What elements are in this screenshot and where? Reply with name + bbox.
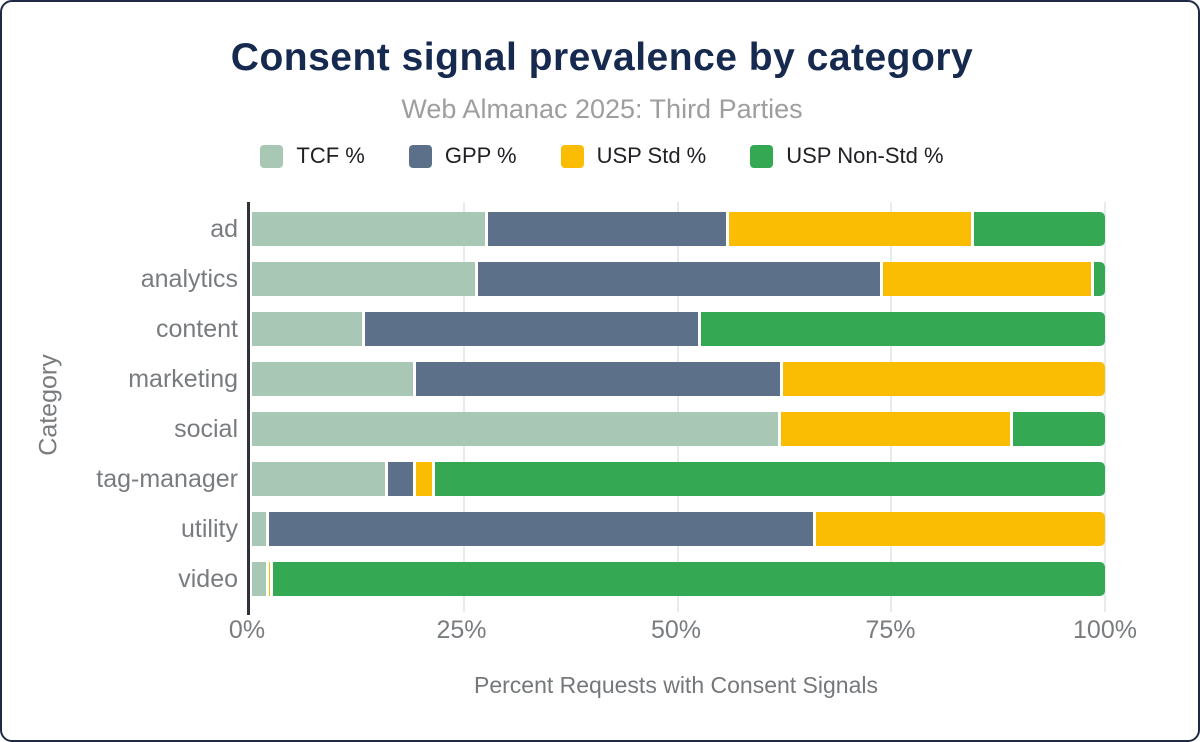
bar-segment-tag-manager-usp-std	[415, 462, 436, 496]
bar-segment-video-tcf	[252, 562, 270, 596]
x-axis-title: Percent Requests with Consent Signals	[474, 672, 878, 698]
gridline-75	[890, 202, 893, 612]
legend-label-gpp: GPP %	[444, 143, 517, 168]
gridline-50	[676, 202, 679, 612]
y-axis-title: Category	[34, 354, 63, 456]
bar-row-ad	[252, 212, 1105, 246]
bar-row-analytics	[252, 262, 1105, 296]
bar-segment-content-usp-non-std	[700, 312, 1105, 346]
gridline-100	[1104, 202, 1106, 612]
bar-segment-video-usp-std	[269, 562, 274, 596]
category-label-tag-manager: tag-manager	[96, 465, 238, 493]
legend-swatch-usp-non-std	[750, 144, 774, 168]
bar-segment-analytics-usp-non-std	[1093, 262, 1105, 296]
bar-row-social	[252, 412, 1105, 446]
bar-segment-social-tcf	[252, 412, 781, 446]
x-tick-0: 0%	[228, 616, 266, 644]
bar-segment-content-gpp	[364, 312, 701, 346]
legend-item-usp-std: USP Std %	[560, 143, 707, 169]
bar-segment-marketing-tcf	[252, 362, 416, 396]
legend-swatch-usp-std	[560, 144, 584, 168]
bar-segment-utility-usp-std	[815, 512, 1105, 546]
bar-row-utility	[252, 512, 1105, 546]
category-label-content: content	[155, 315, 238, 343]
bar-segment-tag-manager-gpp	[387, 462, 416, 496]
bar-segment-analytics-usp-std	[883, 262, 1094, 296]
x-axis-ticks: 0% 25% 50% 75% 100%	[229, 616, 1137, 646]
bar-segment-utility-gpp	[269, 512, 816, 546]
category-label-marketing: marketing	[128, 365, 238, 393]
category-labels: ad analytics content marketing social tag-man…	[2, 202, 238, 615]
bar-segment-marketing-gpp	[415, 362, 784, 396]
bar-segment-ad-gpp	[488, 212, 729, 246]
bar-segment-analytics-gpp	[478, 262, 884, 296]
legend-item-usp-non-std: USP Non-Std %	[750, 143, 944, 169]
bar-segment-utility-tcf	[252, 512, 270, 546]
x-tick-25: 25%	[436, 616, 487, 644]
bar-row-video	[252, 562, 1105, 596]
bar-row-content	[252, 312, 1105, 346]
category-label-social: social	[174, 415, 238, 443]
x-tick-50: 50%	[650, 616, 702, 644]
category-label-utility: utility	[181, 515, 238, 543]
bar-segment-ad-usp-non-std	[973, 212, 1105, 246]
plot-area	[247, 202, 1106, 615]
bar-segment-social-usp-non-std	[1012, 412, 1105, 446]
bar-row-marketing	[252, 362, 1105, 396]
bar-segment-tag-manager-usp-non-std	[435, 462, 1105, 496]
bar-segment-ad-usp-std	[728, 212, 974, 246]
chart-subtitle: Web Almanac 2025: Third Parties	[401, 94, 803, 124]
category-label-ad: ad	[210, 215, 238, 243]
legend-swatch-gpp	[408, 144, 432, 168]
legend-label-tcf: TCF %	[296, 143, 365, 168]
bar-segment-video-usp-non-std	[273, 562, 1105, 596]
x-tick-75: 75%	[865, 616, 916, 644]
bar-segment-social-usp-std	[780, 412, 1013, 446]
x-tick-100: 100%	[1073, 616, 1137, 644]
bar-segment-tag-manager-tcf	[252, 462, 388, 496]
bar-row-tag-manager	[252, 462, 1105, 496]
category-label-video: video	[178, 565, 238, 593]
legend-swatch-tcf	[260, 144, 284, 168]
gridline-25	[462, 202, 465, 612]
legend-label-usp-std: USP Std %	[596, 143, 707, 168]
legend-item-gpp: GPP %	[408, 143, 517, 169]
legend-item-tcf: TCF %	[260, 143, 365, 169]
bar-segment-content-tcf	[252, 312, 365, 346]
bar-segment-analytics-tcf	[252, 262, 479, 296]
bar-segment-ad-tcf	[252, 212, 489, 246]
legend-label-usp-non-std: USP Non-Std %	[786, 143, 944, 168]
category-label-analytics: analytics	[140, 265, 238, 293]
legend: TCF % GPP % USP Std % USP Non-Std %	[2, 143, 1200, 169]
bar-segment-marketing-usp-std	[783, 362, 1105, 396]
chart-title: Consent signal prevalence by category	[230, 36, 974, 79]
